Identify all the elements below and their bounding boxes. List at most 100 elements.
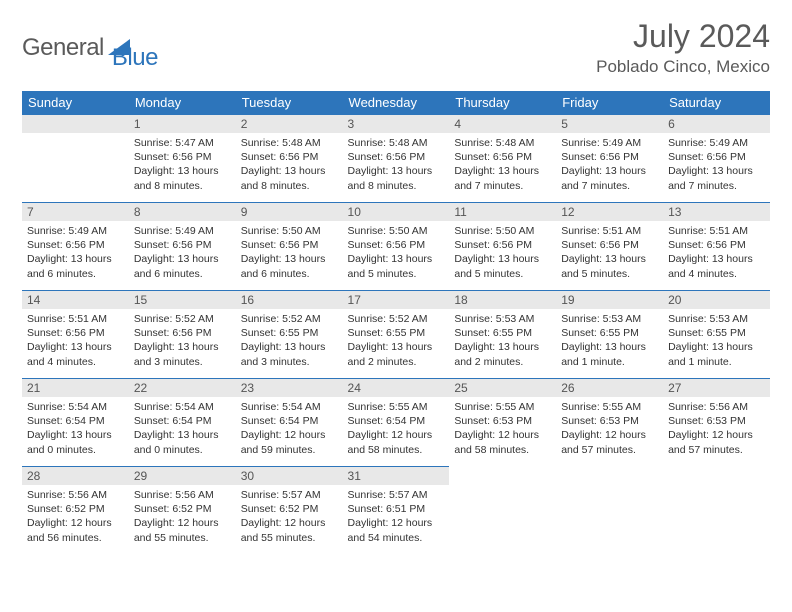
sunset-text: Sunset: 6:51 PM [348, 502, 445, 516]
calendar-cell: 24Sunrise: 5:55 AMSunset: 6:54 PMDayligh… [343, 378, 450, 466]
sunset-text: Sunset: 6:56 PM [27, 238, 124, 252]
daylight-text: Daylight: 12 hours and 58 minutes. [454, 428, 551, 456]
daylight-text: Daylight: 12 hours and 57 minutes. [668, 428, 765, 456]
day-details: Sunrise: 5:53 AMSunset: 6:55 PMDaylight:… [556, 309, 663, 373]
day-details: Sunrise: 5:52 AMSunset: 6:55 PMDaylight:… [343, 309, 450, 373]
calendar-row: 28Sunrise: 5:56 AMSunset: 6:52 PMDayligh… [22, 466, 770, 554]
sunset-text: Sunset: 6:55 PM [454, 326, 551, 340]
sunrise-text: Sunrise: 5:55 AM [454, 400, 551, 414]
calendar-row: 1Sunrise: 5:47 AMSunset: 6:56 PMDaylight… [22, 114, 770, 202]
day-number: 6 [663, 114, 770, 133]
day-details: Sunrise: 5:51 AMSunset: 6:56 PMDaylight:… [556, 221, 663, 285]
title-block: July 2024 Poblado Cinco, Mexico [596, 18, 770, 77]
day-number: 28 [22, 466, 129, 485]
calendar-cell: 21Sunrise: 5:54 AMSunset: 6:54 PMDayligh… [22, 378, 129, 466]
day-details: Sunrise: 5:57 AMSunset: 6:52 PMDaylight:… [236, 485, 343, 549]
calendar-cell: 7 Sunrise: 5:49 AMSunset: 6:56 PMDaylight… [22, 202, 129, 290]
sunrise-text: Sunrise: 5:50 AM [241, 224, 338, 238]
logo-text-blue: Blue [112, 44, 158, 72]
day-number: 22 [129, 378, 236, 397]
day-number: 19 [556, 290, 663, 309]
sunset-text: Sunset: 6:56 PM [241, 238, 338, 252]
sunset-text: Sunset: 6:55 PM [561, 326, 658, 340]
daylight-text: Daylight: 13 hours and 1 minute. [561, 340, 658, 368]
day-details: Sunrise: 5:51 AMSunset: 6:56 PMDaylight:… [663, 221, 770, 285]
sunset-text: Sunset: 6:53 PM [668, 414, 765, 428]
day-number: 15 [129, 290, 236, 309]
sunrise-text: Sunrise: 5:49 AM [668, 136, 765, 150]
sunrise-text: Sunrise: 5:49 AM [134, 224, 231, 238]
calendar-cell: 10Sunrise: 5:50 AMSunset: 6:56 PMDayligh… [343, 202, 450, 290]
day-number: 21 [22, 378, 129, 397]
calendar-cell: 19Sunrise: 5:53 AMSunset: 6:55 PMDayligh… [556, 290, 663, 378]
logo-text-general: General [22, 34, 104, 62]
sunrise-text: Sunrise: 5:51 AM [561, 224, 658, 238]
day-number: 17 [343, 290, 450, 309]
calendar-cell [449, 466, 556, 554]
sunrise-text: Sunrise: 5:56 AM [668, 400, 765, 414]
day-number: 7 [22, 202, 129, 221]
sunset-text: Sunset: 6:55 PM [241, 326, 338, 340]
day-number: 23 [236, 378, 343, 397]
sunset-text: Sunset: 6:56 PM [134, 238, 231, 252]
day-header: Wednesday [343, 91, 450, 114]
calendar-cell: 20Sunrise: 5:53 AMSunset: 6:55 PMDayligh… [663, 290, 770, 378]
day-number: 25 [449, 378, 556, 397]
header: General Blue July 2024 Poblado Cinco, Me… [22, 18, 770, 77]
daylight-text: Daylight: 13 hours and 5 minutes. [561, 252, 658, 280]
day-details: Sunrise: 5:50 AMSunset: 6:56 PMDaylight:… [343, 221, 450, 285]
sunrise-text: Sunrise: 5:49 AM [561, 136, 658, 150]
sunrise-text: Sunrise: 5:48 AM [348, 136, 445, 150]
day-details: Sunrise: 5:49 AMSunset: 6:56 PMDaylight:… [556, 133, 663, 197]
calendar-row: 14Sunrise: 5:51 AMSunset: 6:56 PMDayligh… [22, 290, 770, 378]
calendar-cell [22, 114, 129, 202]
day-header-row: Sunday Monday Tuesday Wednesday Thursday… [22, 91, 770, 114]
calendar-cell: 14Sunrise: 5:51 AMSunset: 6:56 PMDayligh… [22, 290, 129, 378]
sunrise-text: Sunrise: 5:50 AM [348, 224, 445, 238]
sunrise-text: Sunrise: 5:52 AM [134, 312, 231, 326]
day-number: 24 [343, 378, 450, 397]
day-details: Sunrise: 5:51 AMSunset: 6:56 PMDaylight:… [22, 309, 129, 373]
sunrise-text: Sunrise: 5:49 AM [27, 224, 124, 238]
sunset-text: Sunset: 6:56 PM [134, 150, 231, 164]
daylight-text: Daylight: 13 hours and 7 minutes. [561, 164, 658, 192]
calendar-cell: 17Sunrise: 5:52 AMSunset: 6:55 PMDayligh… [343, 290, 450, 378]
day-number: 5 [556, 114, 663, 133]
calendar-cell: 12Sunrise: 5:51 AMSunset: 6:56 PMDayligh… [556, 202, 663, 290]
sunset-text: Sunset: 6:56 PM [561, 238, 658, 252]
daylight-text: Daylight: 13 hours and 6 minutes. [134, 252, 231, 280]
sunrise-text: Sunrise: 5:57 AM [348, 488, 445, 502]
day-number: 30 [236, 466, 343, 485]
calendar-table: Sunday Monday Tuesday Wednesday Thursday… [22, 91, 770, 554]
day-number: 16 [236, 290, 343, 309]
day-details: Sunrise: 5:47 AMSunset: 6:56 PMDaylight:… [129, 133, 236, 197]
daylight-text: Daylight: 13 hours and 6 minutes. [27, 252, 124, 280]
logo: General Blue [22, 24, 158, 72]
sunset-text: Sunset: 6:52 PM [27, 502, 124, 516]
daylight-text: Daylight: 13 hours and 0 minutes. [134, 428, 231, 456]
sunset-text: Sunset: 6:56 PM [27, 326, 124, 340]
sunrise-text: Sunrise: 5:48 AM [241, 136, 338, 150]
day-details: Sunrise: 5:54 AMSunset: 6:54 PMDaylight:… [236, 397, 343, 461]
daylight-text: Daylight: 13 hours and 0 minutes. [27, 428, 124, 456]
sunset-text: Sunset: 6:56 PM [454, 238, 551, 252]
day-details: Sunrise: 5:48 AMSunset: 6:56 PMDaylight:… [343, 133, 450, 197]
calendar-row: 21 Sunrise: 5:54 AMSunset: 6:54 PMDayligh… [22, 378, 770, 466]
day-details: Sunrise: 5:50 AMSunset: 6:56 PMDaylight:… [449, 221, 556, 285]
day-header: Monday [129, 91, 236, 114]
calendar-cell: 27Sunrise: 5:56 AMSunset: 6:53 PMDayligh… [663, 378, 770, 466]
sunset-text: Sunset: 6:53 PM [561, 414, 658, 428]
sunset-text: Sunset: 6:56 PM [668, 150, 765, 164]
daylight-text: Daylight: 12 hours and 54 minutes. [348, 516, 445, 544]
daylight-text: Daylight: 13 hours and 2 minutes. [348, 340, 445, 368]
calendar-cell: 26Sunrise: 5:55 AMSunset: 6:53 PMDayligh… [556, 378, 663, 466]
sunset-text: Sunset: 6:55 PM [668, 326, 765, 340]
location-label: Poblado Cinco, Mexico [596, 57, 770, 77]
calendar-cell: 3Sunrise: 5:48 AMSunset: 6:56 PMDaylight… [343, 114, 450, 202]
calendar-cell: 1Sunrise: 5:47 AMSunset: 6:56 PMDaylight… [129, 114, 236, 202]
sunset-text: Sunset: 6:56 PM [561, 150, 658, 164]
day-number: 2 [236, 114, 343, 133]
day-number: 11 [449, 202, 556, 221]
day-number: 29 [129, 466, 236, 485]
sunrise-text: Sunrise: 5:47 AM [134, 136, 231, 150]
